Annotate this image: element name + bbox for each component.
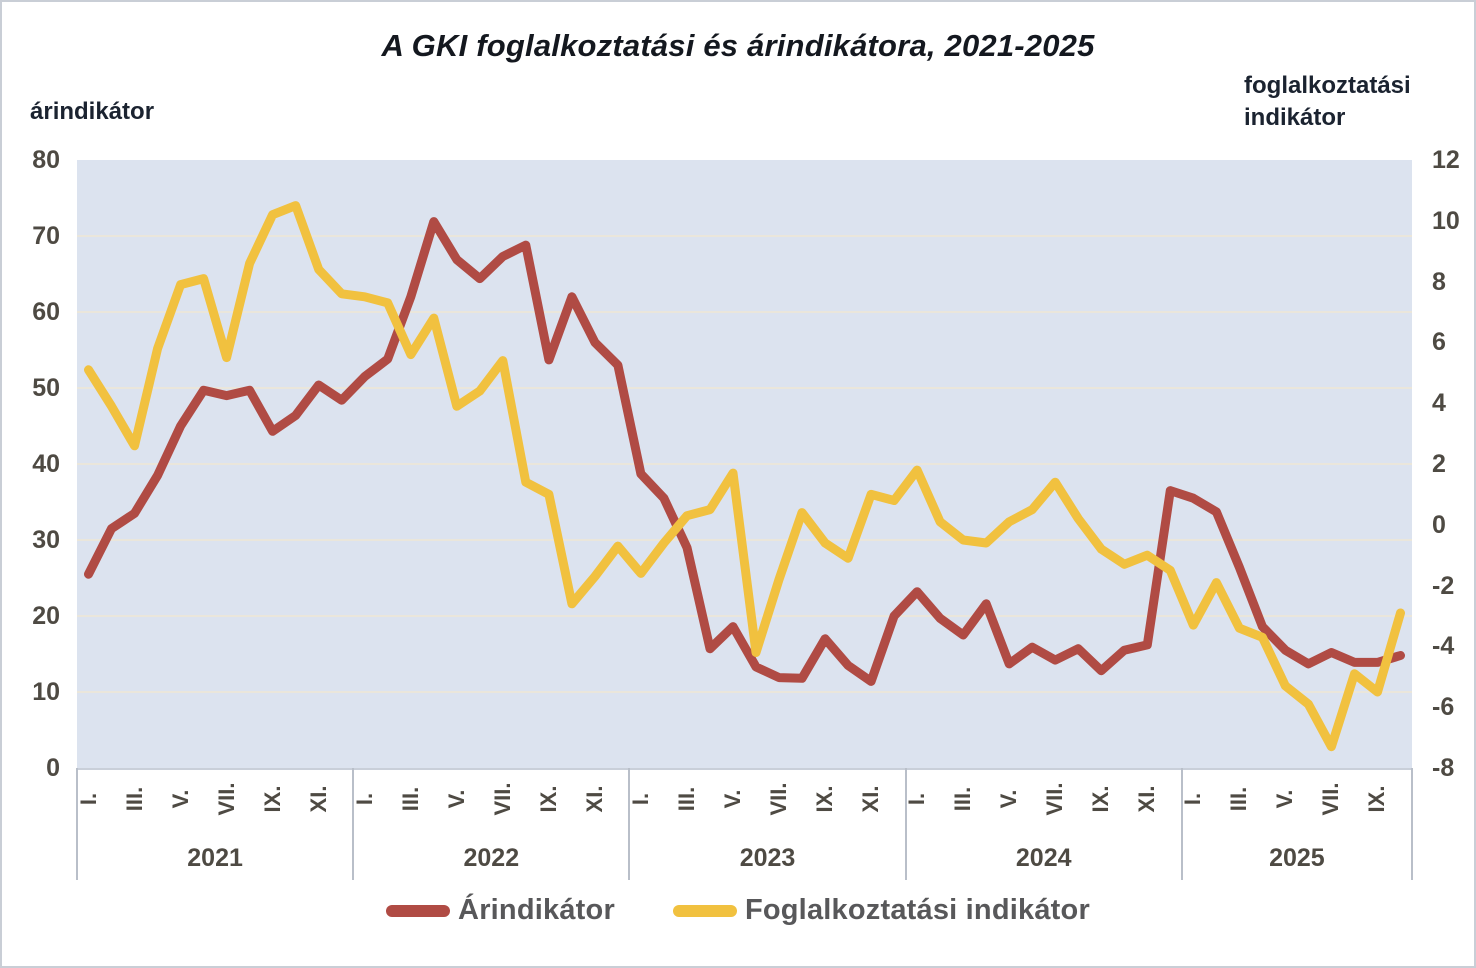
right-tick-8: 8 xyxy=(1432,267,1446,296)
month-tick-2023-V: V. xyxy=(719,789,745,809)
month-tick-2024-XI: XI. xyxy=(1134,785,1160,813)
month-tick-2022-IX: IX. xyxy=(535,785,561,813)
year-label-2024: 2024 xyxy=(1015,844,1072,872)
year-label-2022: 2022 xyxy=(463,844,520,872)
right-tick--8: -8 xyxy=(1432,754,1455,782)
right-tick-12: 12 xyxy=(1432,146,1460,174)
month-tick-2024-IX: IX. xyxy=(1088,785,1114,813)
right-tick-0: 0 xyxy=(1432,510,1446,539)
year-label-2025: 2025 xyxy=(1269,844,1325,872)
right-tick--4: -4 xyxy=(1432,632,1455,661)
month-tick-2021-V: V. xyxy=(167,789,193,809)
left-tick-40: 40 xyxy=(32,450,60,478)
left-axis-title: árindikátor xyxy=(30,98,155,125)
right-axis-title: foglalkoztatási indikátor xyxy=(1244,70,1444,134)
month-tick-2021-I: I. xyxy=(75,792,101,806)
year-divider xyxy=(76,768,78,880)
year-divider xyxy=(904,768,907,880)
left-tick-30: 30 xyxy=(32,526,60,554)
employment-indicator-line xyxy=(84,201,1405,752)
month-tick-2021-VII: VII. xyxy=(213,782,239,816)
left-tick-50: 50 xyxy=(32,374,60,402)
left-tick-20: 20 xyxy=(32,602,60,630)
month-tick-2022-V: V. xyxy=(443,789,469,809)
month-tick-2024-V: V. xyxy=(996,789,1022,809)
plot-area xyxy=(77,160,1412,770)
month-tick-2021-IX: IX. xyxy=(259,785,285,813)
year-label-2021: 2021 xyxy=(187,844,243,872)
employment-line-label: Foglalkoztatási indikátor xyxy=(744,894,1090,926)
right-tick-4: 4 xyxy=(1432,389,1446,418)
right-axis-title-line2: indikátor xyxy=(1244,104,1346,131)
legend-item-price: Árindikátor xyxy=(386,894,615,927)
price-line-label: Árindikátor xyxy=(458,894,615,926)
year-divider xyxy=(1411,768,1413,880)
month-tick-2022-XI: XI. xyxy=(581,785,607,813)
price-line-swatch xyxy=(386,904,451,917)
month-tick-2023-I: I. xyxy=(627,792,653,806)
month-tick-2025-VII: VII. xyxy=(1318,782,1344,816)
year-divider xyxy=(628,768,631,880)
year-divider xyxy=(1180,768,1183,880)
right-tick-2: 2 xyxy=(1432,450,1446,478)
month-tick-2023-VII: VII. xyxy=(766,782,792,816)
right-tick--2: -2 xyxy=(1432,571,1455,600)
year-divider xyxy=(352,768,355,880)
month-tick-2022-III: III. xyxy=(397,786,423,812)
price-indicator-line xyxy=(84,217,1405,686)
right-tick-6: 6 xyxy=(1432,328,1446,357)
chart-title: A GKI foglalkoztatási és árindikátora, 2… xyxy=(381,28,1095,63)
month-tick-2025-III: III. xyxy=(1226,786,1252,812)
month-tick-2024-I: I. xyxy=(904,792,930,806)
left-tick-10: 10 xyxy=(32,678,60,706)
employment-line-swatch xyxy=(672,904,737,917)
month-tick-2025-V: V. xyxy=(1272,789,1298,809)
month-tick-2025-I: I. xyxy=(1180,792,1206,806)
legend: Árindikátor Foglalkoztatási indikátor xyxy=(2,894,1474,927)
month-tick-2022-VII: VII. xyxy=(489,782,515,816)
month-tick-2025-IX: IX. xyxy=(1364,785,1390,813)
month-tick-2023-III: III. xyxy=(673,786,699,812)
month-tick-2022-I: I. xyxy=(351,792,377,806)
month-tick-2024-VII: VII. xyxy=(1042,782,1068,816)
month-tick-2023-XI: XI. xyxy=(858,785,884,813)
month-tick-2023-IX: IX. xyxy=(812,785,838,813)
left-tick-0: 0 xyxy=(46,754,60,782)
legend-item-employment: Foglalkoztatási indikátor xyxy=(672,894,1090,927)
line-chart xyxy=(77,201,1412,752)
month-tick-2021-XI: XI. xyxy=(305,785,331,813)
month-tick-2024-III: III. xyxy=(950,786,976,812)
right-tick-10: 10 xyxy=(1432,206,1460,235)
year-label-2023: 2023 xyxy=(739,844,796,872)
left-tick-60: 60 xyxy=(32,298,60,326)
right-axis-title-line1: foglalkoztatási xyxy=(1244,72,1411,99)
left-tick-70: 70 xyxy=(32,222,60,250)
left-tick-80: 80 xyxy=(32,146,60,174)
right-tick--6: -6 xyxy=(1432,693,1455,722)
month-tick-2021-III: III. xyxy=(121,786,147,812)
